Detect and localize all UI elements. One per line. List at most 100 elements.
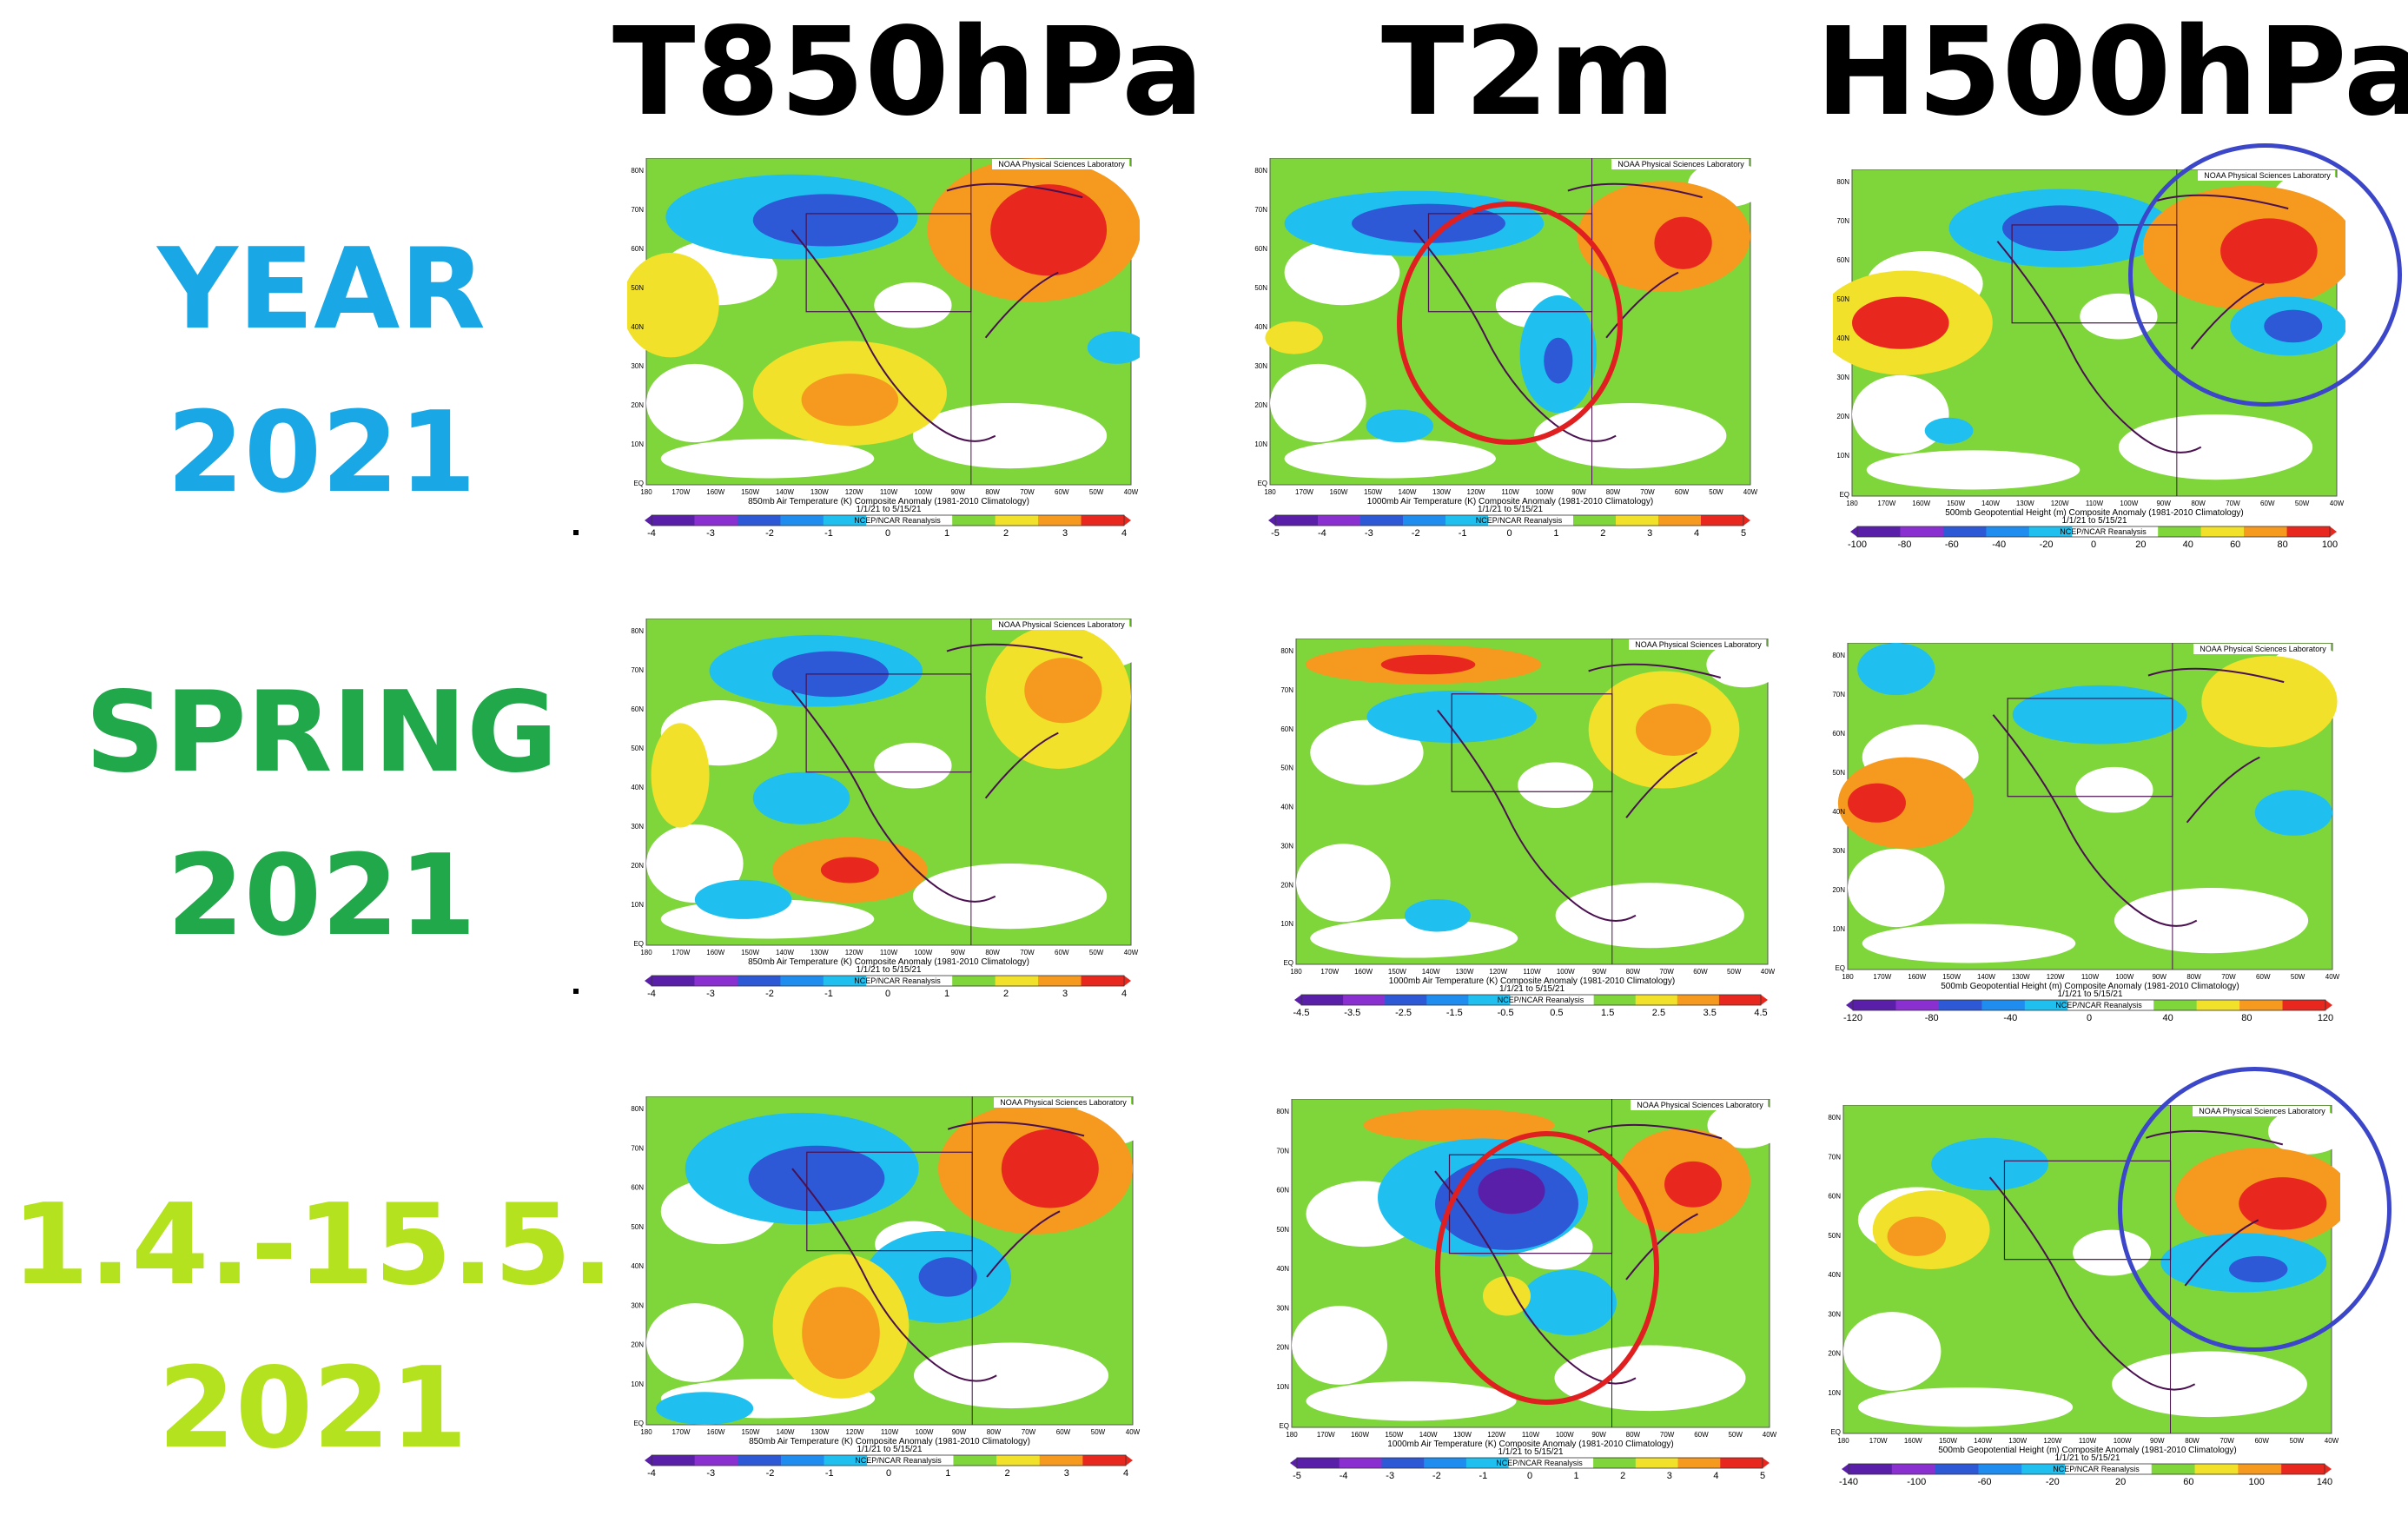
lon-tick-label: 130W	[1455, 968, 1473, 976]
lat-tick-label: 40N	[1280, 804, 1293, 811]
lon-tick-label: 130W	[811, 1428, 830, 1436]
lon-tick-label: 130W	[810, 949, 829, 956]
lat-tick-label: 30N	[1828, 1310, 1841, 1318]
lab-label-box	[1631, 1100, 1768, 1110]
lat-tick-label: 30N	[1254, 362, 1267, 370]
colorbar-arrow-left	[1268, 515, 1275, 526]
lon-tick-label: 90W	[1591, 1431, 1606, 1439]
map-date-range: 1/1/21 to 5/15/21	[857, 1445, 923, 1454]
lon-tick-label: 50W	[1089, 949, 1104, 956]
map-panel: NOAA Physical Sciences Laboratory 80N 70N 6…	[1273, 1099, 1778, 1499]
reanalysis-source-label: NCEP/NCAR Reanalysis	[2060, 527, 2147, 536]
lon-tick-label: 60W	[1694, 1431, 1709, 1439]
lon-tick-label: 40W	[2330, 500, 2345, 507]
lon-tick-label: 90W	[950, 488, 965, 496]
lat-tick-label: 30N	[1276, 1304, 1289, 1312]
colorbar-swatch	[694, 976, 738, 986]
coastline	[1437, 663, 1721, 922]
lat-tick-label: 50N	[631, 1223, 644, 1231]
colorbar-scale-label: -120	[1843, 1013, 1862, 1023]
anomaly-contour-area	[918, 1257, 977, 1297]
lon-tick-label: 70W	[1020, 488, 1035, 496]
colorbar-swatch	[2028, 526, 2073, 537]
colorbar-scale-label: -100	[1848, 539, 1867, 550]
colorbar-scale-label: 0.5	[1550, 1008, 1563, 1018]
map-panel: NOAA Physical Sciences Laboratory 80N 70N 6…	[1829, 643, 2341, 1041]
lon-tick-label: 100W	[2115, 973, 2133, 981]
colorbar-scale-label: -5	[1271, 528, 1280, 539]
colorbar-swatch	[1677, 995, 1720, 1005]
header-t850: T850hPa	[612, 2, 1204, 143]
row-label-spring-line1: SPRING	[84, 668, 559, 798]
colorbar-swatch	[2065, 1464, 2109, 1474]
lat-tick-label: 60N	[1254, 245, 1267, 253]
lab-label: NOAA Physical Sciences Laboratory	[1637, 1101, 1763, 1109]
anomaly-neutral-area	[2075, 766, 2153, 813]
colorbar-scale-label: 4	[1713, 1471, 1718, 1481]
colorbar-swatch	[2114, 526, 2159, 537]
map-title: 850mb Air Temperature (K) Composite Anom…	[748, 957, 1029, 967]
lat-tick-label: 40N	[631, 323, 644, 331]
header-t2m: T2m	[1381, 2, 1676, 143]
anomaly-contour-area	[1380, 654, 1476, 675]
map-panel: NOAA Physical Sciences Laboratory 80N 70N 6…	[627, 158, 1140, 556]
anomaly-contour-area	[1544, 337, 1573, 384]
coastline	[791, 182, 1083, 442]
anomaly-contour-area	[802, 1287, 880, 1380]
anomaly-contour-area	[1635, 704, 1711, 756]
anomaly-contour-area	[694, 879, 792, 919]
colorbar-swatch	[866, 515, 910, 526]
colorbar-scale-label: 4.5	[1754, 1008, 1767, 1018]
lon-tick-label: 60W	[1055, 488, 1069, 496]
coastline	[1413, 182, 1703, 442]
lab-label-box	[994, 1097, 1131, 1108]
lon-tick-label: 80W	[1626, 1431, 1641, 1439]
lab-label: NOAA Physical Sciences Laboratory	[998, 160, 1125, 169]
colorbar-swatch	[909, 515, 953, 526]
lat-tick-label: EQ	[633, 1420, 644, 1427]
anomaly-neutral-area	[1310, 719, 1424, 785]
colorbar-scale-label: -2.5	[1395, 1008, 1412, 1018]
lon-tick-label: 120W	[1489, 968, 1507, 976]
anomaly-neutral-area	[646, 1303, 744, 1382]
lon-tick-label: 170W	[1873, 973, 1891, 981]
lon-tick-label: 170W	[1295, 488, 1313, 496]
colorbar-scale-label: 100	[2322, 539, 2338, 550]
map-title: 500mb Geopotential Height (m) Composite …	[1938, 1446, 2237, 1455]
lat-tick-label: 30N	[631, 823, 644, 831]
lat-tick-label: 20N	[1254, 401, 1267, 409]
lon-tick-label: 150W	[1947, 500, 1965, 507]
coastline	[1434, 1123, 1723, 1385]
colorbar-swatch	[1360, 515, 1404, 526]
colorbar-swatch	[823, 976, 867, 986]
lat-tick-label: EQ	[633, 940, 644, 948]
anomaly-neutral-area	[1848, 848, 1945, 928]
anomaly-neutral-area	[2080, 293, 2158, 340]
colorbar-scale-label: -60	[1978, 1477, 1992, 1487]
colorbar-frame	[1274, 514, 1744, 526]
colorbar-arrow-right	[1124, 976, 1131, 986]
colorbar-swatch	[1081, 976, 1125, 986]
anomaly-contour-area	[1483, 1276, 1531, 1316]
lat-tick-label: 70N	[1836, 217, 1849, 225]
lon-tick-label: 70W	[1660, 1431, 1675, 1439]
lon-tick-label: 100W	[914, 488, 932, 496]
lat-tick-label: 60N	[1276, 1187, 1289, 1195]
anomaly-neutral-area	[874, 742, 952, 789]
lon-tick-label: 70W	[1659, 968, 1674, 976]
lat-tick-label: 70N	[1828, 1153, 1841, 1161]
lat-tick-label: 70N	[631, 1144, 644, 1152]
lon-tick-label: 50W	[1089, 488, 1104, 496]
colorbar-swatch	[2072, 526, 2116, 537]
lon-tick-label: 170W	[672, 1428, 691, 1436]
colorbar-swatch	[2200, 526, 2245, 537]
colorbar-swatch	[1635, 995, 1678, 1005]
colorbar-scale-label: 0	[885, 528, 890, 539]
lat-tick-label: 20N	[631, 862, 644, 870]
lon-tick-label: 180	[640, 1428, 652, 1436]
anomaly-neutral-area	[1296, 844, 1391, 923]
lat-tick-label: EQ	[1257, 480, 1267, 487]
lon-tick-label: 120W	[2047, 973, 2065, 981]
map-panel: NOAA Physical Sciences Laboratory 80N 70N 6…	[1251, 158, 1759, 556]
lon-tick-label: 140W	[1977, 973, 1995, 981]
